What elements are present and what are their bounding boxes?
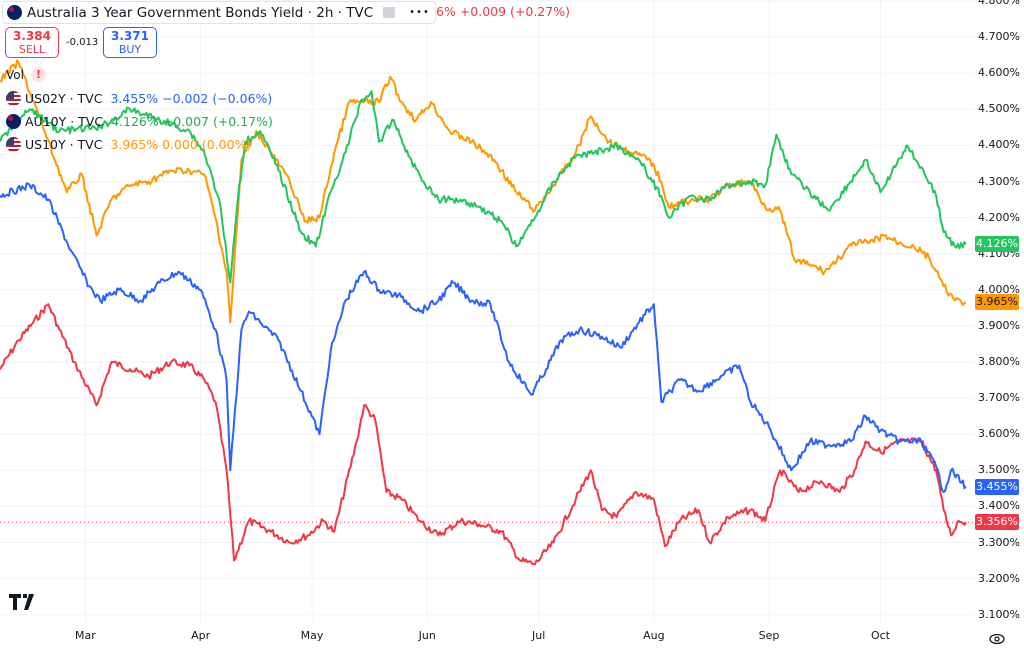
change-text: 6% +0.009 (+0.27%)	[436, 4, 570, 19]
y-tick-label: 4.800%	[978, 0, 1020, 7]
series-line-us02y	[0, 182, 967, 493]
price-tag: 3.455%	[975, 478, 1019, 495]
y-tick-label: 3.900%	[978, 318, 1020, 332]
spread: -0.013	[66, 37, 99, 48]
y-tick-label: 3.600%	[978, 427, 1020, 441]
australia-flag-icon	[7, 5, 22, 20]
x-tick-label: Sep	[758, 629, 780, 642]
eye-icon[interactable]	[989, 630, 1005, 645]
y-tick-label: 3.800%	[978, 355, 1020, 368]
legend-symbol: US10Y · TVC	[25, 137, 103, 152]
warning-icon[interactable]: !	[31, 67, 46, 82]
sell-button[interactable]: 3.384 SELL	[5, 27, 59, 58]
legend-row-us10y[interactable]: US10Y · TVC 3.965% 0.000 (0.00%)	[6, 137, 251, 152]
australia-flag-icon	[6, 114, 21, 129]
legend-values: 3.455% −0.002 (−0.06%)	[110, 91, 273, 106]
legend-values: 3.965% 0.000 (0.00%)	[110, 137, 252, 152]
y-tick-label: 3.500%	[978, 463, 1020, 477]
series-line-us10y	[0, 59, 967, 324]
y-tick-label: 4.500%	[978, 102, 1020, 116]
ellipsis-icon[interactable]: •••	[409, 7, 430, 18]
series-line-au03y	[0, 303, 967, 566]
y-tick-label: 4.600%	[978, 66, 1020, 80]
y-tick-label: 3.100%	[978, 607, 1020, 621]
price-tag: 3.356%	[975, 514, 1019, 531]
y-tick-label: 3.200%	[978, 571, 1020, 585]
vol-label: Vol	[6, 68, 24, 82]
y-tick-label: 4.700%	[978, 30, 1020, 44]
x-tick-label: Oct	[870, 629, 890, 642]
x-tick-label: Mar	[75, 629, 96, 642]
x-tick-label: Aug	[643, 629, 665, 642]
legend-row-au10y[interactable]: AU10Y · TVC 4.126% +0.007 (+0.17%)	[6, 114, 273, 129]
grid	[0, 0, 975, 622]
y-tick-label: 4.200%	[978, 210, 1020, 224]
symbol-title: Australia 3 Year Government Bonds Yield …	[27, 4, 374, 21]
buy-price: 3.371	[111, 29, 149, 43]
price-tag: 3.965%	[975, 294, 1019, 311]
us-flag-icon	[6, 91, 21, 106]
legend-values: 4.126% +0.007 (+0.17%)	[111, 114, 273, 129]
series-line-au10y	[0, 90, 967, 284]
buy-button[interactable]: 3.371 BUY	[103, 27, 157, 58]
sell-price: 3.384	[13, 29, 51, 43]
symbol-title-bar[interactable]: Australia 3 Year Government Bonds Yield …	[2, 1, 436, 24]
tradingview-logo[interactable]	[9, 594, 39, 615]
tradingview-logo-icon	[9, 594, 34, 610]
y-tick-label: 4.400%	[978, 138, 1020, 152]
x-tick-label: Apr	[191, 629, 211, 642]
y-tick-label: 3.300%	[978, 535, 1020, 549]
y-tick-label: 3.400%	[978, 499, 1020, 513]
legend-symbol: AU10Y · TVC	[25, 114, 104, 129]
legend-symbol: US02Y · TVC	[25, 91, 103, 106]
flag-marker-icon[interactable]	[383, 7, 396, 18]
price-tag: 4.126%	[975, 236, 1019, 253]
us-flag-icon	[6, 137, 21, 152]
x-tick-label: Jul	[532, 629, 546, 642]
y-tick-label: 4.300%	[978, 174, 1020, 188]
y-tick-label: 3.700%	[978, 391, 1020, 405]
buy-label: BUY	[118, 43, 142, 56]
legend-row-us02y[interactable]: US02Y · TVC 3.455% −0.002 (−0.06%)	[6, 91, 272, 106]
x-tick-label: Jun	[418, 629, 436, 642]
sell-label: SELL	[18, 43, 46, 56]
series-lines	[0, 59, 967, 566]
x-tick-label: May	[300, 629, 324, 642]
y-tick-label: 4.000%	[978, 282, 1020, 296]
